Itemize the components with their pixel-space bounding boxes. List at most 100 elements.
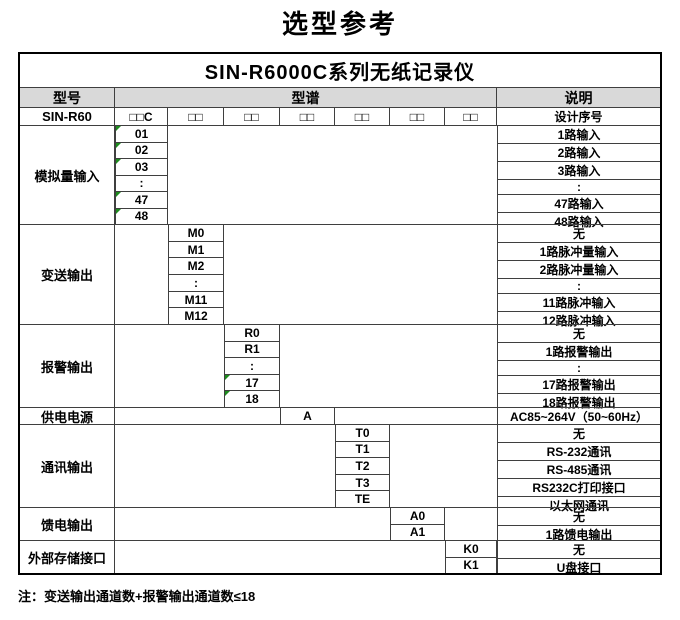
model-code-slot: □□: [390, 108, 445, 125]
model-code-slot: □□: [280, 108, 335, 125]
description-cell: RS-485通讯: [498, 461, 660, 479]
model-code-slot: □□: [224, 108, 280, 125]
description-cell: 1路馈电输出: [545, 528, 613, 542]
model-code-slot: □□: [168, 108, 224, 125]
description-cell: 无: [498, 508, 660, 526]
model-code-slot: □□: [335, 108, 390, 125]
description-cell: 1路报警输出: [498, 343, 660, 361]
description-cell: :: [498, 361, 660, 376]
page-title: 选型参考: [281, 9, 398, 39]
description-cell: U盘接口: [556, 561, 602, 575]
section-communication-output: 通讯输出 T0 T1 T2 T3 TE 无 RS-232通讯 RS-485通讯 …: [20, 424, 660, 513]
code-cell: T3: [336, 475, 389, 492]
code-cell: M11: [169, 292, 223, 309]
code-cell: T2: [336, 458, 389, 475]
code-cell: T1: [336, 442, 389, 459]
model-name: SIN-R60: [20, 108, 115, 125]
code-cell: A1: [409, 525, 426, 540]
code-cell: 02: [116, 142, 167, 159]
code-cell: T0: [336, 425, 389, 442]
code-cell: 01: [116, 126, 167, 143]
section-label: 模拟量输入: [20, 126, 115, 224]
code-cell: :: [116, 176, 167, 192]
description-column: 无 1路脉冲量输入 2路脉冲量输入 : 11路脉冲输入 12路脉冲输入: [497, 225, 660, 328]
header-description: 说明: [564, 89, 593, 106]
header-spectrum: 型谱: [115, 88, 497, 107]
section-label: 外部存储接口: [20, 541, 115, 573]
description-column: 无 1路报警输出 : 17路报警输出 18路报警输出: [497, 325, 660, 410]
code-cell: K0: [446, 541, 496, 558]
code-column: 01 02 03 : 47 48: [115, 126, 168, 224]
description-cell: 2路输入: [498, 144, 660, 162]
code-cell: 18: [225, 391, 279, 407]
description-cell: 无: [498, 225, 660, 243]
code-cell: K1: [463, 558, 479, 573]
section-label: 馈电输出: [20, 508, 115, 540]
section-alarm-output: 报警输出 R0 R1 : 17 18 无 1路报警输出 : 17路报警输出 18…: [20, 324, 660, 410]
code-cell: :: [225, 358, 279, 375]
description-cell: 无: [498, 425, 660, 443]
description-cell: 47路输入: [498, 195, 660, 213]
description-column: 无 RS-232通讯 RS-485通讯 RS232C打印接口 以太网通讯: [497, 425, 660, 513]
description-column: 无 1路馈电输出: [497, 508, 660, 542]
description-cell: 17路报警输出: [498, 376, 660, 394]
code-column: T0 T1 T2 T3 TE: [335, 425, 390, 507]
description-column: 无 U盘接口: [497, 541, 660, 575]
description-cell: 2路脉冲量输入: [498, 261, 660, 279]
code-cell: R1: [225, 342, 279, 359]
table-title: SIN-R6000C系列无纸记录仪: [204, 62, 476, 84]
table-header-row: 型号 型谱 说明: [20, 87, 660, 107]
selection-table: SIN-R6000C系列无纸记录仪 型号 型谱 说明 SIN-R60 □□C □…: [18, 52, 662, 575]
description-cell: :: [498, 279, 660, 294]
code-cell: TE: [354, 492, 371, 507]
code-column: K0 K1: [445, 541, 497, 573]
section-feed-output: 馈电输出 A0 A1 无 1路馈电输出: [20, 507, 660, 542]
code-cell: 48: [116, 208, 167, 225]
code-cell: 17: [225, 374, 279, 392]
model-code-slot: □□C: [115, 108, 168, 125]
code-cell: R0: [225, 325, 279, 342]
code-cell: :: [169, 275, 223, 292]
code-cell: 03: [116, 159, 167, 176]
code-column: A: [280, 408, 335, 424]
section-label: 供电电源: [20, 408, 115, 425]
description-cell: 无: [498, 325, 660, 343]
description-cell: 1路脉冲量输入: [498, 243, 660, 261]
code-column: A0 A1: [390, 508, 445, 540]
model-code-slot: □□: [445, 108, 497, 125]
model-description: 设计序号: [554, 110, 603, 124]
model-row: SIN-R60 □□C □□ □□ □□ □□ □□ □□ 设计序号: [20, 107, 660, 125]
description-cell: AC85~264V（50~60Hz）: [509, 410, 649, 424]
code-column: M0 M1 M2 : M11 M12: [168, 225, 224, 324]
description-column: AC85~264V（50~60Hz）: [497, 408, 660, 424]
code-cell: 47: [116, 192, 167, 209]
description-cell: 48路输入: [554, 215, 604, 229]
description-cell: RS-232通讯: [498, 443, 660, 461]
code-cell: M2: [169, 258, 223, 276]
description-cell: RS232C打印接口: [498, 479, 660, 497]
description-column: 1路输入 2路输入 3路输入 : 47路输入 48路输入: [497, 126, 660, 229]
description-cell: :: [498, 180, 660, 195]
code-cell: M12: [184, 309, 208, 324]
description-cell: 以太网通讯: [548, 499, 609, 513]
section-transmit-output: 变送输出 M0 M1 M2 : M11 M12 无 1路脉冲量输入 2路脉冲量输…: [20, 224, 660, 328]
code-column: R0 R1 : 17 18: [224, 325, 280, 407]
description-cell: 18路报警输出: [542, 396, 616, 410]
code-cell: A0: [391, 508, 444, 525]
description-cell: 1路输入: [498, 126, 660, 144]
section-label: 通讯输出: [20, 425, 115, 507]
section-analog-input: 模拟量输入 01 02 03 : 47 48 1路输入 2路输入 3路输入 : …: [20, 125, 660, 229]
description-cell: 3路输入: [498, 162, 660, 180]
code-cell: M1: [169, 242, 223, 259]
code-cell: A: [303, 409, 312, 423]
section-label: 变送输出: [20, 225, 115, 324]
description-cell: 11路脉冲输入: [498, 294, 660, 312]
section-external-storage: 外部存储接口 K0 K1 无 U盘接口: [20, 540, 660, 575]
section-power-supply: 供电电源 A AC85~264V（50~60Hz）: [20, 407, 660, 425]
footnote: 注：变送输出通道数+报警输出通道数≤18: [18, 589, 256, 604]
description-cell: 无: [498, 541, 660, 559]
section-label: 报警输出: [20, 325, 115, 407]
header-model: 型号: [20, 88, 115, 107]
code-cell: M0: [169, 225, 223, 242]
